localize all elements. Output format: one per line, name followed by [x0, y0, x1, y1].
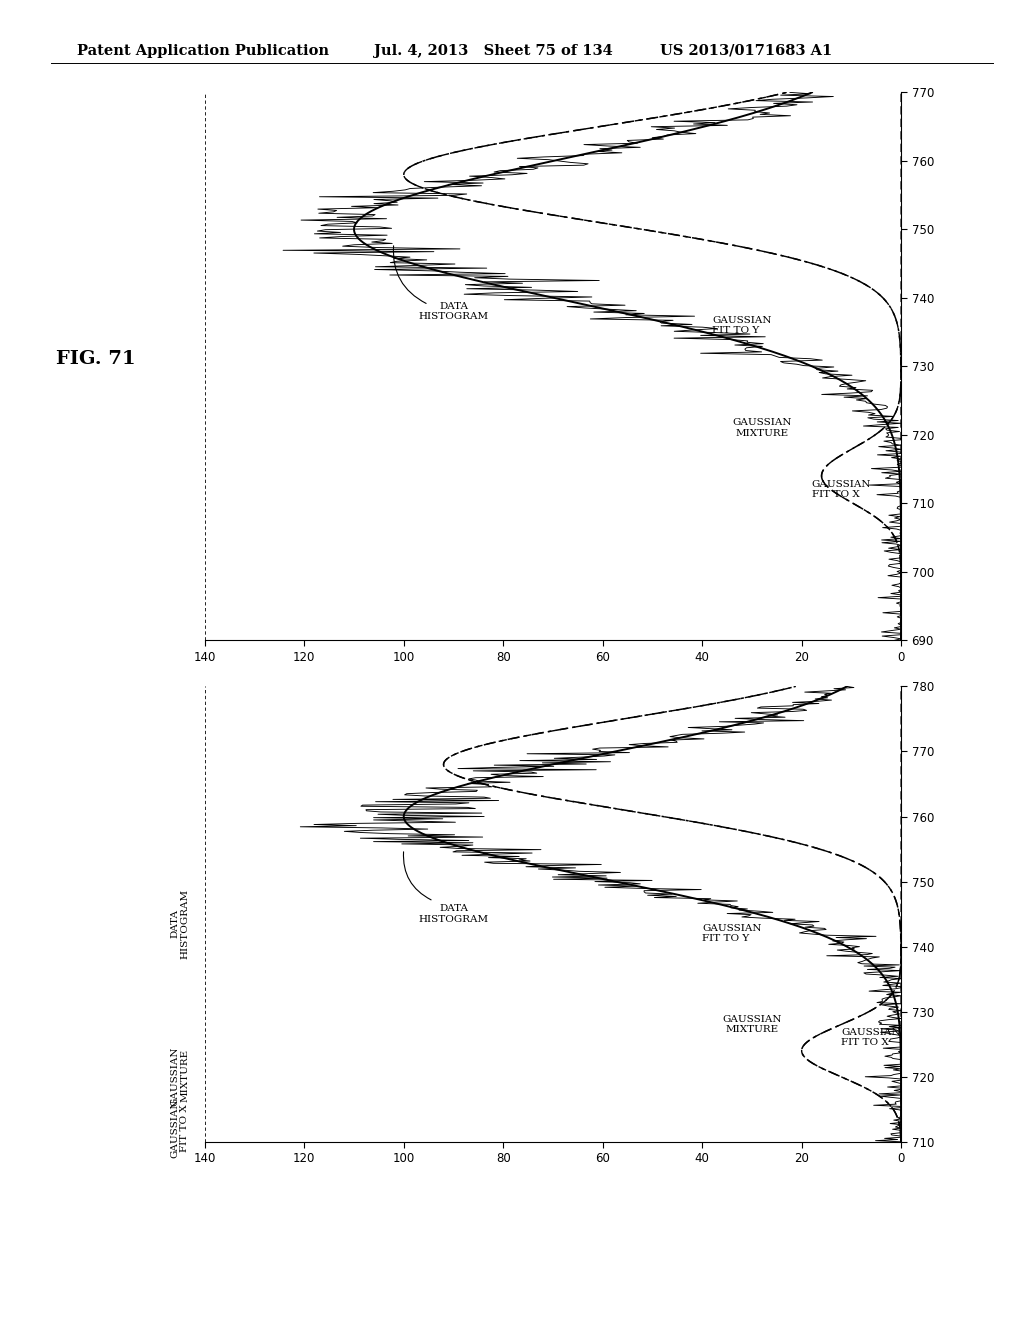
Text: Patent Application Publication: Patent Application Publication — [77, 44, 329, 58]
Text: GAUSSIAN
MIXTURE: GAUSSIAN MIXTURE — [170, 1045, 189, 1106]
Text: GAUSSIAN
MIXTURE: GAUSSIAN MIXTURE — [722, 1015, 781, 1035]
Text: GAUSSIAN
MIXTURE: GAUSSIAN MIXTURE — [732, 418, 792, 438]
Text: DATA
HISTOGRAM: DATA HISTOGRAM — [419, 302, 488, 321]
Text: GAUSSIAN
FIT TO X: GAUSSIAN FIT TO X — [812, 480, 871, 499]
Text: GAUSSIAN
FIT TO Y: GAUSSIAN FIT TO Y — [712, 315, 772, 335]
Text: Jul. 4, 2013   Sheet 75 of 134: Jul. 4, 2013 Sheet 75 of 134 — [374, 44, 612, 58]
Text: DATA
HISTOGRAM: DATA HISTOGRAM — [170, 888, 189, 960]
Text: US 2013/0171683 A1: US 2013/0171683 A1 — [660, 44, 833, 58]
Text: GAUSSIAN
FIT TO X: GAUSSIAN FIT TO X — [170, 1098, 189, 1159]
Text: GAUSSIAN
FIT TO Y: GAUSSIAN FIT TO Y — [702, 924, 762, 944]
Text: GAUSSIAN
FIT TO X: GAUSSIAN FIT TO X — [842, 1028, 901, 1047]
Text: DATA
HISTOGRAM: DATA HISTOGRAM — [419, 904, 488, 924]
Text: FIG. 71: FIG. 71 — [56, 350, 136, 368]
